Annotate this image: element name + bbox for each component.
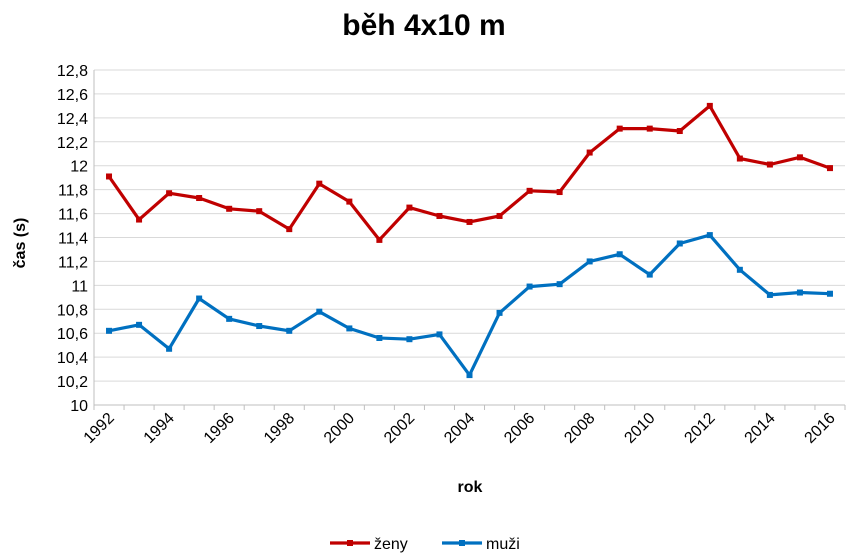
x-tick-label: 2000: [321, 410, 358, 447]
data-point: [556, 281, 563, 288]
y-tick-label: 10,8: [57, 302, 88, 319]
data-point: [226, 205, 233, 212]
data-point: [316, 308, 323, 315]
data-point: [706, 232, 713, 239]
data-point: [106, 327, 113, 334]
data-point: [526, 283, 533, 290]
data-point: [796, 154, 803, 161]
data-point: [526, 187, 533, 194]
data-point: [766, 291, 773, 298]
y-tick-label: 11,4: [58, 231, 88, 248]
series-2: [106, 232, 833, 379]
data-point: [736, 266, 743, 273]
series-1: [106, 102, 833, 243]
data-point: [616, 251, 623, 258]
data-point: [796, 289, 803, 296]
y-tick-label: 10: [70, 398, 88, 415]
x-tick-label: 2004: [441, 410, 478, 447]
data-point: [406, 336, 413, 343]
data-point: [196, 195, 203, 202]
legend-label: muži: [486, 536, 520, 553]
data-point: [676, 240, 683, 247]
data-point: [586, 149, 593, 156]
y-tick-label: 11,6: [58, 207, 88, 224]
x-tick-label: 2016: [802, 410, 839, 447]
data-point: [316, 180, 323, 187]
x-tick-label: 2006: [501, 410, 538, 447]
data-point: [196, 295, 203, 302]
x-axis-label: rok: [458, 479, 483, 496]
data-point: [376, 236, 383, 243]
data-point: [496, 309, 503, 316]
grid: [93, 69, 846, 410]
y-tick-label: 12,2: [57, 135, 88, 152]
legend: ženy muži: [330, 536, 520, 553]
data-point: [376, 335, 383, 341]
y-tick-label: 12,8: [57, 63, 88, 80]
data-point: [466, 372, 473, 379]
data-point: [346, 325, 353, 332]
data-point: [676, 128, 683, 135]
data-point: [286, 327, 293, 334]
data-point: [436, 331, 443, 338]
data-point: [826, 165, 833, 172]
y-tick-label: 12,6: [57, 87, 88, 104]
data-point: [406, 204, 413, 211]
y-tick-label: 11,2: [58, 254, 88, 271]
series-layer: [106, 102, 833, 379]
data-point: [586, 258, 593, 265]
x-tick-label: 1994: [141, 410, 178, 447]
legend-item: ženy: [330, 536, 408, 553]
data-point: [736, 155, 743, 162]
y-tick-label: 12,4: [57, 111, 88, 128]
data-point: [646, 125, 653, 132]
data-point: [466, 218, 473, 225]
legend-swatch-marker: [459, 540, 465, 546]
x-tick-label: 1998: [261, 410, 298, 447]
x-tick-label: 2014: [742, 410, 779, 447]
data-point: [286, 226, 293, 233]
data-point: [166, 345, 173, 352]
data-point: [166, 190, 173, 197]
x-tick-label: 2010: [621, 410, 658, 447]
data-point: [226, 315, 233, 322]
chart-title: běh 4x10 m: [342, 9, 505, 42]
x-axis-ticks: 1992 1994 1996 1998 2000 2002 2004 2006 2008 2010…: [81, 410, 839, 447]
data-point: [256, 323, 263, 330]
x-tick-label: 2002: [381, 410, 418, 447]
data-point: [616, 125, 623, 132]
x-tick-label: 2008: [561, 410, 598, 447]
y-axis-label: čas (s): [12, 218, 29, 269]
data-point: [646, 271, 653, 278]
x-tick-label: 1996: [201, 410, 238, 447]
y-tick-label: 10,4: [57, 350, 88, 367]
y-tick-label: 10,2: [57, 374, 88, 391]
series-line: [108, 233, 831, 377]
data-point: [766, 161, 773, 168]
data-point: [136, 321, 143, 328]
y-tick-label: 11: [71, 278, 88, 295]
y-tick-label: 10,6: [57, 326, 88, 343]
data-point: [256, 208, 263, 215]
data-point: [346, 198, 353, 205]
y-axis-ticks: 10 10,2 10,4 10,6 10,8 11 11,2 11,4 11,6 11,8 12 12…: [57, 63, 88, 415]
y-tick-label: 11,8: [58, 183, 88, 200]
legend-swatch-marker: [347, 540, 353, 546]
legend-item: muži: [442, 536, 520, 553]
legend-label: ženy: [374, 536, 408, 553]
data-point: [436, 212, 443, 219]
data-point: [556, 189, 563, 196]
data-point: [826, 290, 833, 297]
data-point: [706, 102, 713, 109]
data-point: [496, 212, 503, 219]
data-point: [106, 173, 113, 180]
x-tick-label: 2012: [681, 410, 718, 447]
data-point: [136, 216, 143, 223]
y-tick-label: 12: [70, 159, 88, 176]
x-tick-label: 1992: [81, 410, 118, 447]
